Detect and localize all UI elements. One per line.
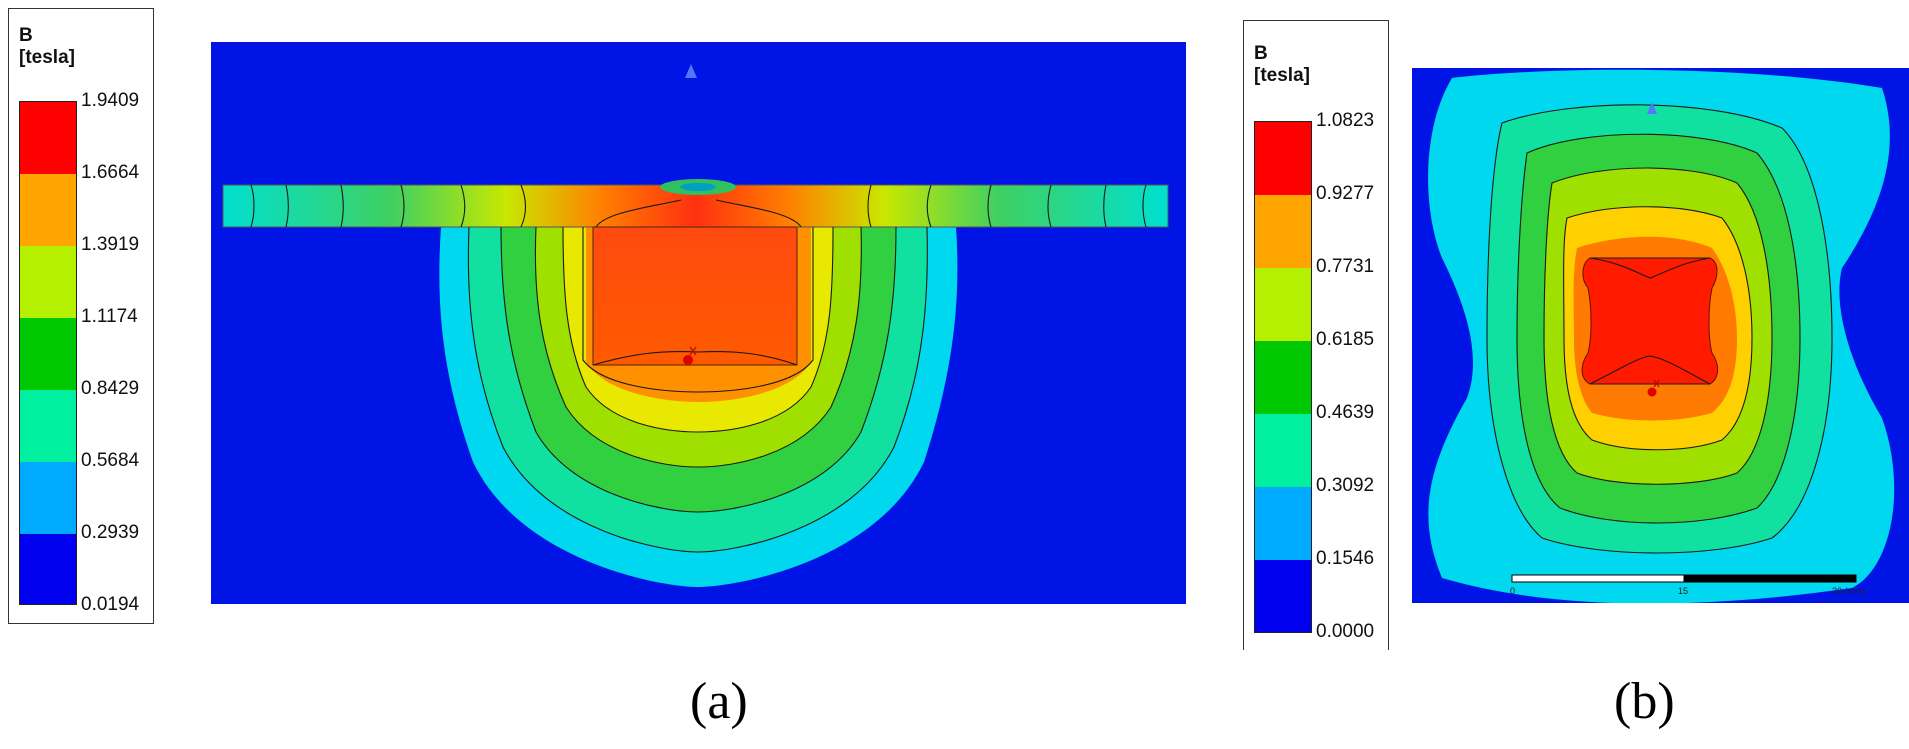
legend-a-tick: 1.3919	[81, 234, 140, 255]
field-plot-a	[211, 42, 1186, 604]
legend-a-tick: 1.6664	[81, 162, 140, 183]
legend-b-swatch	[1255, 560, 1311, 632]
legend-a-swatch	[20, 246, 76, 318]
legend-b-tick: 0.6185	[1316, 329, 1375, 350]
legend-b-colorbar	[1254, 121, 1312, 633]
legend-b-swatch	[1255, 414, 1311, 487]
legend-b-tick: 0.1546	[1316, 548, 1375, 569]
axis-marker-a	[685, 64, 697, 78]
color-legend-a: B [tesla] 1.9409 1.6664 1.3919 1.1174 0.…	[8, 8, 154, 624]
legend-a-swatch	[20, 318, 76, 390]
legend-b-swatch	[1255, 195, 1311, 268]
legend-b-swatch	[1255, 268, 1311, 341]
legend-b-tick: 0.9277	[1316, 183, 1375, 204]
legend-a-title-symbol: B	[19, 25, 33, 46]
caption-a: (a)	[690, 673, 748, 730]
legend-b-title: B [tesla]	[1254, 43, 1310, 87]
legend-b-title-unit: [tesla]	[1254, 65, 1310, 86]
legend-a-swatch	[20, 102, 76, 174]
legend-a-tick: 0.5684	[81, 450, 140, 471]
scale-bar: 0 15 30 (mm)	[1510, 574, 1866, 596]
legend-a-colorbar	[19, 101, 77, 605]
legend-b-swatch	[1255, 341, 1311, 414]
legend-b-tick: 0.4639	[1316, 402, 1375, 423]
legend-a-tick: 0.8429	[81, 378, 140, 399]
probe-point-b	[1647, 387, 1657, 397]
magnet-block	[592, 226, 798, 366]
scale-bar-label: 30 (mm)	[1832, 586, 1866, 596]
contour-lines-b	[1486, 104, 1833, 554]
field-plot-b: 0 15 30 (mm)	[1412, 68, 1909, 603]
caption-b: (b)	[1614, 673, 1675, 730]
field-plot-a-svg	[211, 42, 1186, 604]
legend-b-tick: 0.3092	[1316, 475, 1375, 496]
legend-a-swatch	[20, 534, 76, 604]
legend-a-tick: 0.2939	[81, 522, 140, 543]
legend-b-tick: 0.7731	[1316, 256, 1375, 277]
legend-b-tick: 0.0000	[1316, 621, 1375, 642]
color-legend-b: B [tesla] 1.0823 0.9277 0.7731 0.6185 0.…	[1243, 20, 1389, 650]
legend-a-title-unit: [tesla]	[19, 47, 75, 68]
legend-a-tick: 0.0194	[81, 594, 140, 615]
contour-lines-a	[250, 184, 1147, 553]
legend-a-tick: 1.1174	[81, 306, 138, 327]
probe-point-a	[683, 355, 693, 365]
field-plot-b-svg: 0 15 30 (mm)	[1412, 68, 1909, 603]
legend-a-swatch	[20, 462, 76, 534]
legend-a-swatch	[20, 174, 76, 246]
legend-b-tick: 1.0823	[1316, 110, 1375, 131]
legend-b-swatch	[1255, 122, 1311, 195]
legend-a-swatch	[20, 390, 76, 462]
magnet-block-b	[1581, 257, 1719, 385]
legend-a-title: B [tesla]	[19, 25, 75, 69]
legend-a-tick: 1.9409	[81, 90, 140, 111]
legend-b-swatch	[1255, 487, 1311, 560]
legend-b-title-symbol: B	[1254, 43, 1268, 64]
scale-bar-label: 15	[1678, 586, 1688, 596]
scale-bar-label: 0	[1510, 586, 1515, 596]
axis-marker-b	[1647, 102, 1657, 114]
